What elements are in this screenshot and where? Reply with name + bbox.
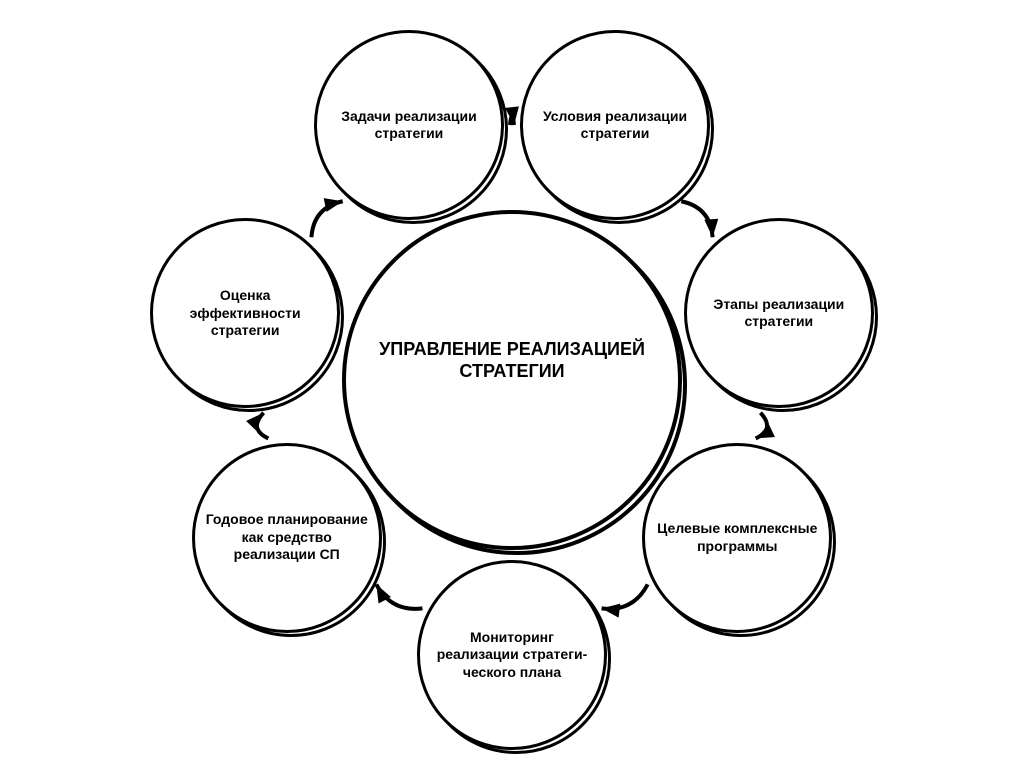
- arrows: [0, 0, 1024, 767]
- arrow-conditions-stages: [681, 201, 712, 237]
- arrowhead-conditions-stages: [704, 219, 718, 237]
- arrowhead-planning-evaluation: [246, 413, 263, 431]
- strategy-cycle-diagram: УПРАВЛЕНИЕ РЕАЛИЗАЦИЕЙ СТРАТЕГИИ Задачи …: [0, 0, 1024, 767]
- arrow-programs-monitoring: [602, 584, 648, 608]
